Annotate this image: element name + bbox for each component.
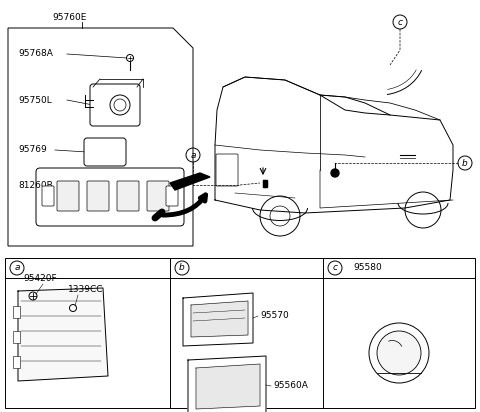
FancyArrowPatch shape bbox=[163, 195, 205, 215]
Polygon shape bbox=[191, 301, 248, 337]
Text: b: b bbox=[462, 159, 468, 168]
Text: c: c bbox=[333, 264, 337, 272]
FancyBboxPatch shape bbox=[117, 181, 139, 211]
Text: 95560A: 95560A bbox=[273, 382, 308, 391]
Text: 1339CC: 1339CC bbox=[68, 285, 104, 294]
FancyBboxPatch shape bbox=[84, 138, 126, 166]
FancyBboxPatch shape bbox=[147, 181, 169, 211]
Text: 95760E: 95760E bbox=[52, 13, 86, 22]
Text: 95769: 95769 bbox=[18, 145, 47, 154]
Text: b: b bbox=[179, 264, 185, 272]
Circle shape bbox=[331, 169, 339, 177]
Polygon shape bbox=[188, 356, 266, 412]
FancyBboxPatch shape bbox=[90, 84, 140, 126]
Text: 95750L: 95750L bbox=[18, 96, 52, 105]
Text: 81260B: 81260B bbox=[18, 180, 53, 190]
Bar bbox=[13, 331, 20, 343]
FancyBboxPatch shape bbox=[57, 181, 79, 211]
FancyBboxPatch shape bbox=[36, 168, 184, 226]
Polygon shape bbox=[170, 173, 210, 190]
Polygon shape bbox=[196, 364, 260, 409]
Text: 95420F: 95420F bbox=[23, 274, 57, 283]
Polygon shape bbox=[183, 293, 253, 346]
Polygon shape bbox=[263, 180, 267, 187]
Bar bbox=[5, 258, 475, 408]
Bar bbox=[13, 306, 20, 318]
FancyBboxPatch shape bbox=[87, 181, 109, 211]
FancyBboxPatch shape bbox=[216, 154, 238, 186]
FancyBboxPatch shape bbox=[166, 186, 178, 206]
FancyBboxPatch shape bbox=[42, 186, 54, 206]
Text: c: c bbox=[397, 17, 403, 26]
Text: a: a bbox=[14, 264, 20, 272]
Circle shape bbox=[377, 332, 420, 375]
Text: 95570: 95570 bbox=[260, 311, 289, 321]
Bar bbox=[13, 356, 20, 368]
Text: 95768A: 95768A bbox=[18, 49, 53, 58]
Text: 95580: 95580 bbox=[354, 264, 383, 272]
Polygon shape bbox=[18, 288, 108, 381]
Text: a: a bbox=[190, 150, 196, 159]
